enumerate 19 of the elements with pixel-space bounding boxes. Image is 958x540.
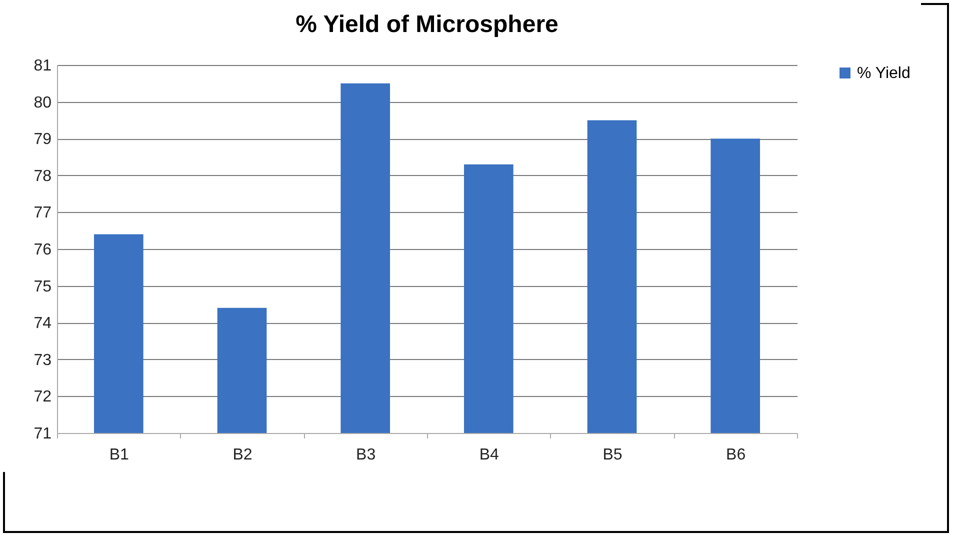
y-tick-label: 81 [34, 58, 52, 74]
legend-label: % Yield [857, 65, 910, 82]
x-tick-label: B3 [356, 446, 376, 464]
y-tick-label: 72 [34, 388, 52, 406]
x-tick-label: B4 [479, 446, 500, 464]
x-tick-label: B5 [602, 446, 622, 464]
x-tick-label: B1 [109, 446, 130, 464]
chart-title: % Yield of Microsphere [296, 11, 558, 38]
y-tick-label: 78 [34, 168, 52, 185]
y-tick-label: 71 [34, 426, 52, 442]
y-tick-label: 73 [34, 352, 52, 369]
x-tick-label: B6 [726, 446, 746, 464]
y-tick-label: 74 [34, 315, 52, 332]
y-tick-label: 79 [34, 131, 52, 148]
y-tick-label: 80 [34, 94, 52, 112]
x-tick-label: B2 [232, 446, 252, 464]
y-tick-label: 75 [34, 278, 52, 296]
y-tick-label: 77 [34, 204, 52, 222]
y-tick-label: 76 [34, 242, 52, 258]
